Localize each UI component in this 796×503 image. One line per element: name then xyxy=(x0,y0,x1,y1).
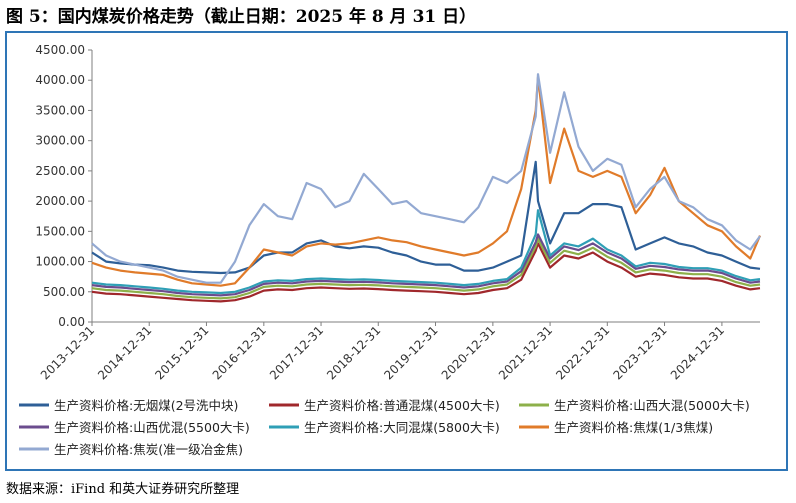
y-tick-label: 500.00 xyxy=(43,285,85,299)
chart-frame: 0.00 500.00 1000.00 1500.00 2000.00 2500.00 30… xyxy=(5,31,788,471)
x-tick-label: 2013-12-31 xyxy=(38,323,97,382)
x-tick-label: 2018-12-31 xyxy=(324,323,383,382)
x-tick-label: 2024-12-31 xyxy=(668,323,727,382)
chart-legend: 生产资料价格:无烟煤(2号洗中块) 生产资料价格:普通混煤(4500大卡) 生产资料… xyxy=(19,398,750,457)
y-tick-label: 2500.00 xyxy=(35,164,85,178)
data-source-note: 数据来源：iFind 和英大证券研究所整理 xyxy=(6,482,240,497)
y-tick-label: 1000.00 xyxy=(35,255,85,269)
chart-axes: 0.00 500.00 1000.00 1500.00 2000.00 2500.00 30… xyxy=(35,43,760,382)
y-tick-label: 0.00 xyxy=(58,315,85,329)
series-line-2 xyxy=(91,242,761,303)
legend-label-5: 生产资料价格:大同混煤(5800大卡) xyxy=(304,420,500,435)
x-tick-label: 2023-12-31 xyxy=(610,323,669,382)
legend-label-3: 生产资料价格:山西大混(5000大卡) xyxy=(554,398,750,413)
series-line-7 xyxy=(91,73,761,284)
x-tick-label: 2015-12-31 xyxy=(152,323,211,382)
series-line-6 xyxy=(91,76,762,287)
x-tick-label: 2016-12-31 xyxy=(210,323,269,382)
y-tick-label: 4500.00 xyxy=(35,43,85,57)
figure-title: 图 5：国内煤炭价格走势（截止日期：2025 年 8 月 31 日） xyxy=(6,7,477,27)
y-tick-label: 2000.00 xyxy=(35,194,85,208)
legend-label-1: 生产资料价格:无烟煤(2号洗中块) xyxy=(54,398,238,413)
x-tick-label: 2021-12-31 xyxy=(496,323,555,382)
x-tick-label: 2017-12-31 xyxy=(267,323,326,382)
y-tick-label: 3000.00 xyxy=(35,134,85,148)
legend-label-6: 生产资料价格:焦煤(1/3焦煤) xyxy=(554,420,713,435)
legend-label-2: 生产资料价格:普通混煤(4500大卡) xyxy=(304,398,500,413)
x-tick-label: 2020-12-31 xyxy=(439,323,498,382)
chart-series-lines xyxy=(91,73,762,303)
legend-label-4: 生产资料价格:山西优混(5500大卡) xyxy=(54,420,250,435)
series-line-1 xyxy=(91,160,761,275)
y-tick-label: 1500.00 xyxy=(35,224,85,238)
series-line-3 xyxy=(91,237,761,300)
series-line-5 xyxy=(91,209,761,295)
y-tick-label: 3500.00 xyxy=(35,103,85,117)
x-tick-label: 2022-12-31 xyxy=(553,323,612,382)
coal-price-chart: 0.00 500.00 1000.00 1500.00 2000.00 2500.00 30… xyxy=(19,43,762,457)
series-line-4 xyxy=(91,233,761,297)
x-tick-label: 2014-12-31 xyxy=(95,323,154,382)
x-tick-label: 2019-12-31 xyxy=(381,323,440,382)
legend-label-7: 生产资料价格:焦炭(准一级冶金焦) xyxy=(54,442,243,457)
y-tick-label: 4000.00 xyxy=(35,73,85,87)
